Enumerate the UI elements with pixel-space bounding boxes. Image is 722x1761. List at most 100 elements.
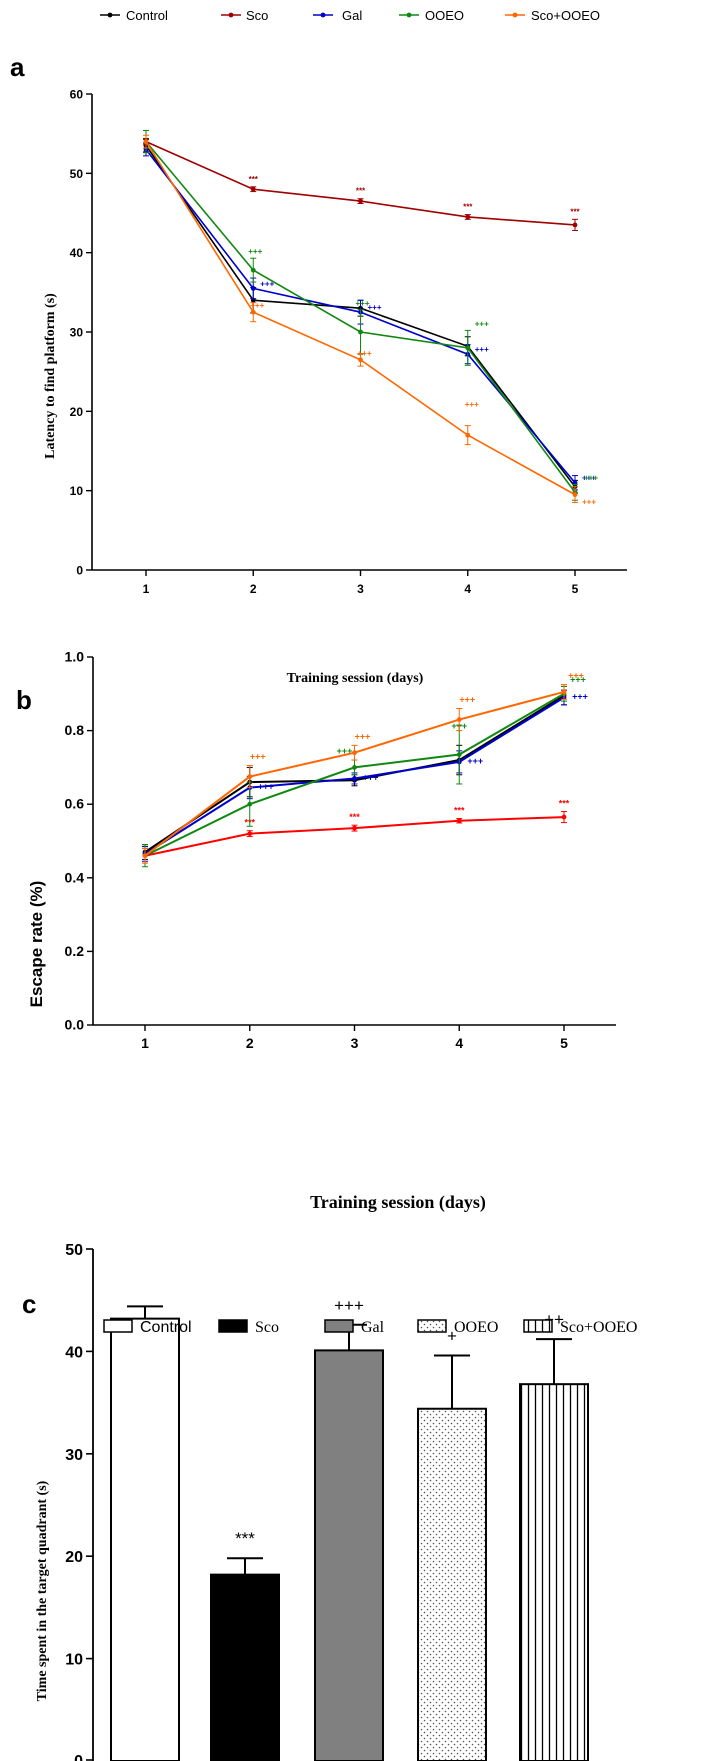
legend-swatch-marker xyxy=(320,12,326,18)
legend-label: Gal xyxy=(361,1319,385,1336)
series-sco-ooeo: +++ +++ +++ +++ xyxy=(143,134,596,507)
data-point xyxy=(465,432,471,438)
significance-label: *** xyxy=(570,207,580,216)
data-point xyxy=(250,267,256,273)
y-tick-label: 0.4 xyxy=(65,869,85,885)
panel-b-xlabel: Training session (days) xyxy=(310,1192,486,1213)
legend-c: Control Sco Gal OOEO Sco+OOEO xyxy=(103,1319,637,1336)
legend-swatch-marker xyxy=(107,12,113,18)
x-tick-label: 5 xyxy=(572,582,579,596)
data-point xyxy=(358,329,363,335)
panel-label-a: a xyxy=(10,52,25,82)
legend-c-item-sco-ooeo: Sco+OOEO xyxy=(523,1319,637,1336)
data-point xyxy=(250,186,256,192)
y-tick-label: 40 xyxy=(65,1344,83,1361)
series-sco: *** *** *** *** xyxy=(143,137,581,231)
significance-label: +++ xyxy=(337,746,353,756)
legend-swatch xyxy=(103,1319,133,1333)
x-tick-label: 1 xyxy=(143,582,150,596)
legend-label: OOEO xyxy=(454,1319,498,1336)
legend-label: Sco xyxy=(255,1319,279,1336)
data-point xyxy=(352,776,357,781)
significance-label: *** xyxy=(235,1529,255,1548)
y-tick-label: 1.0 xyxy=(65,649,85,665)
significance-label: +++ xyxy=(250,301,264,310)
legend-label: Sco+OOEO xyxy=(560,1319,637,1336)
data-point xyxy=(358,198,363,204)
significance-label: +++ xyxy=(355,299,369,308)
series-ooeo: +++ +++ +++ +++ xyxy=(143,129,598,501)
y-tick-label: 60 xyxy=(70,88,84,102)
significance-label: *** xyxy=(559,799,570,809)
series-gal: +++ +++ +++ +++ xyxy=(143,142,596,491)
significance-label: +++ xyxy=(250,752,266,762)
bar-ooeo: + xyxy=(417,1326,487,1761)
legend-swatch xyxy=(417,1319,447,1333)
data-point xyxy=(352,750,357,756)
data-point xyxy=(247,831,253,837)
data-point xyxy=(250,285,256,291)
significance-label: +++ xyxy=(260,279,274,288)
series-gal: +++ +++ +++ +++ xyxy=(142,689,588,862)
y-tick-label: 0 xyxy=(74,1753,83,1761)
significance-label: +++ xyxy=(568,671,584,681)
data-point xyxy=(465,345,471,351)
bar-sco-ooeo: ++ xyxy=(519,1310,589,1761)
data-point xyxy=(561,689,567,695)
x-tick-label: 3 xyxy=(351,1035,359,1051)
bar-control xyxy=(110,1305,180,1761)
data-point xyxy=(250,309,256,315)
significance-label: *** xyxy=(463,203,473,212)
legend-c-item-ooeo: OOEO xyxy=(417,1319,498,1336)
significance-label: +++ xyxy=(334,1296,364,1315)
y-tick-label: 0.8 xyxy=(65,722,85,738)
y-tick-label: 30 xyxy=(65,1447,83,1464)
legend-item-gal: Gal xyxy=(313,8,362,23)
legend-label: Gal xyxy=(342,8,362,23)
x-tick-label: 1 xyxy=(141,1035,149,1051)
bar xyxy=(210,1573,280,1761)
y-tick-label: 0 xyxy=(76,564,83,578)
bar-gal: +++ xyxy=(314,1296,384,1761)
data-point xyxy=(561,814,567,820)
series-line xyxy=(145,140,576,226)
x-tick-label: 3 xyxy=(357,582,364,596)
panel-label-b: b xyxy=(16,685,32,715)
significance-label: +++ xyxy=(248,247,262,256)
bar-sco: *** xyxy=(210,1529,280,1761)
significance-label: *** xyxy=(249,175,259,184)
y-tick-label: 50 xyxy=(70,167,84,181)
y-tick-label: 10 xyxy=(70,484,84,498)
series-line xyxy=(144,816,565,857)
data-point xyxy=(465,214,471,220)
legend-c-item-control: Control xyxy=(103,1319,192,1336)
bar xyxy=(519,1383,589,1761)
y-tick-label: 0.2 xyxy=(65,943,85,959)
legend-swatch-marker xyxy=(228,12,234,18)
data-point xyxy=(247,801,253,807)
x-tick-label: 4 xyxy=(464,582,471,596)
significance-label: +++ xyxy=(363,772,379,782)
legend-c-item-gal: Gal xyxy=(324,1319,385,1336)
y-tick-label: 50 xyxy=(65,1242,83,1259)
significance-label: +++ xyxy=(465,400,479,409)
significance-label: +++ xyxy=(357,349,371,358)
significance-label: *** xyxy=(349,812,360,822)
legend-label: OOEO xyxy=(425,8,464,23)
legend-label: Sco xyxy=(246,8,268,23)
x-tick-label: 5 xyxy=(560,1035,568,1051)
legend-label: Sco+OOEO xyxy=(531,8,600,23)
significance-label: +++ xyxy=(584,473,598,482)
y-tick-label: 10 xyxy=(65,1652,83,1669)
significance-label: +++ xyxy=(572,691,588,701)
data-point xyxy=(572,222,578,228)
legend-item-sco: Sco xyxy=(221,8,268,23)
y-tick-label: 20 xyxy=(65,1549,83,1566)
x-tick-label: 4 xyxy=(455,1035,463,1051)
significance-label: + xyxy=(447,1326,457,1345)
series-sco: ************ xyxy=(142,799,570,864)
panel-c-ylabel: Time spent in the target quadrant (s) xyxy=(35,1480,50,1701)
legend-c-item-sco: Sco xyxy=(218,1319,279,1336)
legend-item-control: Control xyxy=(100,8,168,23)
significance-label: *** xyxy=(356,187,366,196)
